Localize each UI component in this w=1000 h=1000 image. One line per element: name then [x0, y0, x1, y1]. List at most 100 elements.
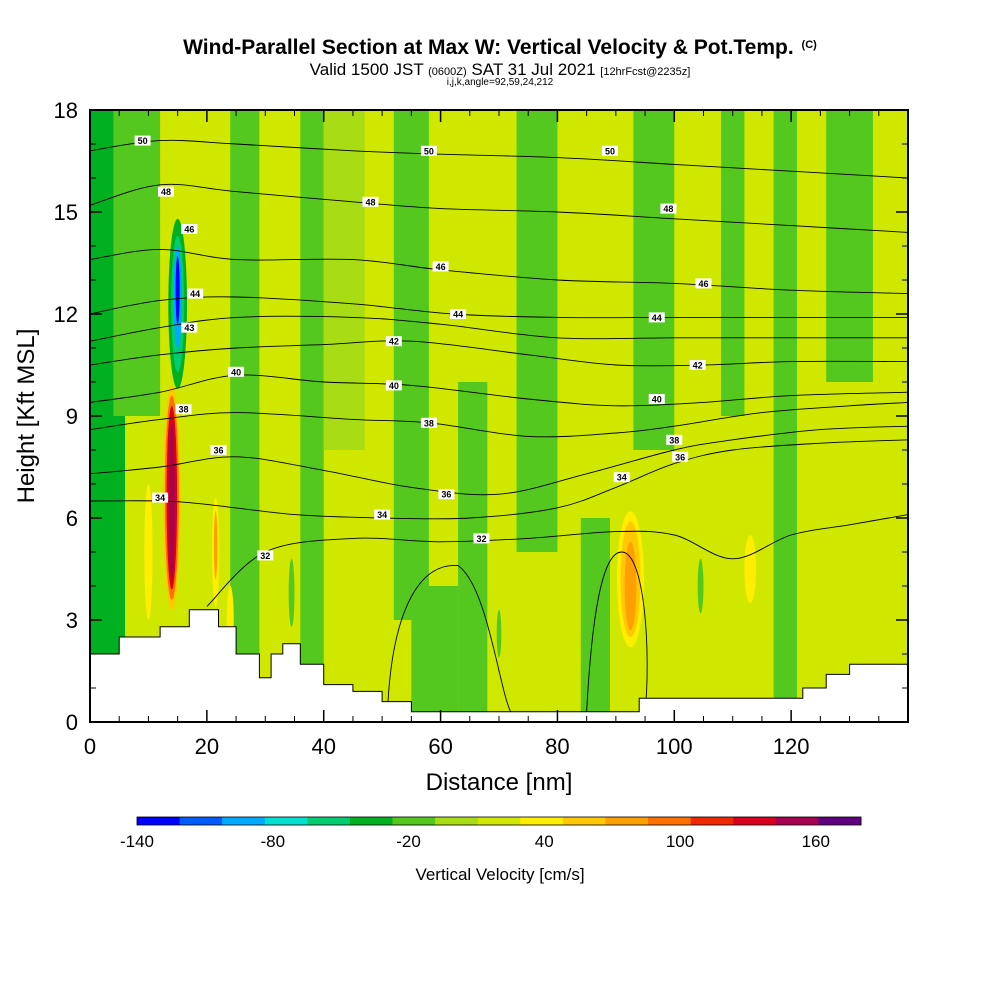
isentrope-label: 32	[260, 551, 270, 561]
isentrope-label-bg	[181, 322, 198, 333]
x-tick-label: 0	[84, 734, 96, 759]
y-tick-label: 18	[54, 98, 78, 123]
colorbar-tick-label: -80	[260, 832, 285, 851]
colorbar-swatch	[307, 817, 351, 825]
isentrope-label: 36	[675, 452, 685, 462]
y-tick-label: 3	[66, 608, 78, 633]
isentrope-label: 48	[663, 204, 673, 214]
x-tick-label: 80	[545, 734, 569, 759]
isentrope-label-bg	[157, 186, 174, 197]
velocity-cell	[496, 609, 502, 658]
isentrope-label: 44	[453, 310, 463, 320]
section-indices: i,j,k,angle=92,59,24,212	[446, 77, 554, 88]
isentrope-label: 34	[617, 473, 627, 483]
isentrope-38	[90, 401, 908, 438]
isentrope-label: 42	[389, 337, 399, 347]
isentrope-label-bg	[473, 533, 490, 544]
velocity-cell	[744, 535, 757, 603]
colorbar-swatch	[818, 817, 862, 825]
x-tick-label: 20	[195, 734, 219, 759]
x-tick-label: 60	[428, 734, 452, 759]
velocity-cell	[777, 558, 782, 614]
colorbar-label: Vertical Velocity [cm/s]	[415, 865, 584, 884]
isentrope-label-bg	[228, 366, 245, 377]
colorbar-swatch	[733, 817, 777, 825]
copyright-mark: (C)	[801, 39, 817, 51]
isentrope-label-bg	[648, 394, 665, 404]
colorbar-swatch	[264, 817, 308, 825]
y-tick-label: 0	[66, 710, 78, 735]
colorbar-tick-label: -20	[396, 832, 421, 851]
isentrope-label-bg	[181, 224, 198, 234]
isentrope-label: 48	[161, 187, 171, 197]
colorbar-tick-label: -140	[120, 832, 154, 851]
isentrope-label-bg	[420, 417, 437, 428]
colorbar-swatch	[520, 817, 564, 825]
isentrope-46	[90, 248, 908, 295]
velocity-streak	[458, 382, 488, 722]
velocity-streak	[125, 110, 161, 416]
colorbar-swatch	[435, 817, 479, 825]
isentrope-label: 50	[424, 146, 434, 156]
isentrope-42	[90, 340, 908, 367]
isentrope-label-bg	[374, 509, 391, 520]
isentrope-label: 44	[652, 313, 662, 323]
isentrope-label-bg	[695, 278, 712, 289]
isentrope-36	[90, 425, 908, 496]
colorbar-swatch	[222, 817, 266, 825]
velocity-cell	[697, 558, 704, 614]
valid-time: Valid 1500 JST	[309, 60, 424, 79]
y-tick-label: 15	[54, 200, 78, 225]
isentrope-label: 36	[441, 490, 451, 500]
isentrope-label-bg	[385, 380, 402, 391]
isentrope-50	[90, 139, 908, 179]
velocity-cell	[243, 552, 253, 648]
velocity-streak	[300, 110, 324, 722]
isentrope-label-bg	[362, 196, 379, 207]
terrain	[90, 609, 908, 722]
isentrope-label-bg	[187, 288, 204, 299]
isentrope-label-bg	[450, 309, 467, 319]
forecast-info: [12hrFcst@2235z]	[600, 66, 691, 78]
isentrope-labels: 32 32 34 34 34 36 36 36 38 38 38 40 40 40 42 42 43 44 44 44…	[134, 135, 712, 561]
isentrope-label: 38	[178, 405, 188, 415]
velocity-cell	[431, 609, 439, 658]
y-tick-label: 9	[66, 404, 78, 429]
colorbar-swatch	[690, 817, 734, 825]
colorbar-swatch	[648, 817, 692, 825]
colorbar-swatch	[349, 817, 394, 825]
isentrope-48	[90, 183, 908, 233]
velocity-streak	[516, 110, 558, 552]
isentrope-label: 44	[190, 289, 200, 299]
isentrope-32	[206, 514, 908, 607]
colorbar-swatch	[562, 817, 606, 825]
colorbar-tick-label: 160	[802, 832, 830, 851]
isentrope-label: 46	[698, 279, 708, 289]
isentrope-label: 38	[669, 435, 679, 445]
x-tick-label: 100	[656, 734, 693, 759]
colorbar: -140 -80 -20 40 100 160	[120, 816, 862, 851]
isentrope-43	[90, 315, 908, 342]
isentrope-34	[90, 439, 908, 520]
isentrope-label-bg	[648, 312, 665, 323]
isentrope-label: 46	[184, 225, 194, 235]
velocity-cell	[168, 422, 175, 580]
isentrope-label: 38	[424, 418, 434, 428]
isentrope-label-bg	[438, 489, 455, 500]
isentrope-label: 40	[652, 395, 662, 405]
isentrope-label: 46	[436, 262, 446, 272]
colorbar-swatch	[775, 817, 819, 825]
isentrope-low	[586, 551, 648, 712]
isentrope-label-bg	[210, 445, 227, 455]
isentrope-label: 40	[389, 381, 399, 391]
colorbar-swatch	[392, 817, 436, 825]
velocity-streak	[826, 110, 873, 382]
isentrope-label-bg	[134, 135, 151, 146]
valid-date: SAT 31 Jul 2021	[471, 60, 596, 79]
isentrope-low	[387, 565, 512, 712]
isentrope-label: 42	[693, 361, 703, 371]
x-axis-label: Distance [nm]	[426, 769, 573, 796]
isentrope-label-bg	[602, 145, 619, 156]
velocity-cell	[624, 541, 637, 631]
y-tick-label: 6	[66, 506, 78, 531]
